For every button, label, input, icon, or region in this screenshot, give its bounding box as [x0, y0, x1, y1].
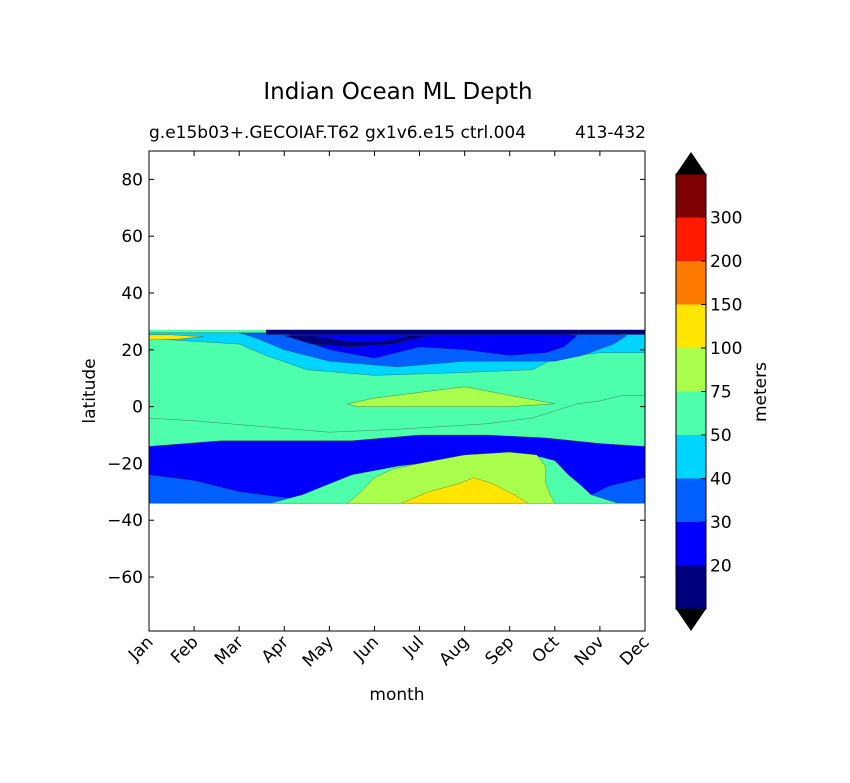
y-axis: 80 60 40 20 0 −20 −40 −60	[107, 170, 645, 588]
y-tick-label: −60	[107, 568, 143, 588]
chart-title: Indian Ocean ML Depth	[263, 79, 532, 105]
colorbar-swatch	[676, 435, 706, 479]
contour-region-depth-100-150-band	[149, 334, 204, 341]
contour-region-depth-10-20-band	[265, 329, 645, 335]
colorbar-tick-label: 100	[710, 339, 742, 359]
chart-subtitle-years: 413-432	[575, 123, 646, 143]
colorbar-tick-label: 40	[710, 470, 732, 490]
colorbar-tick-label: 30	[710, 513, 732, 533]
x-tick-label: May	[299, 632, 338, 671]
colorbar-under-arrow	[676, 609, 706, 631]
y-tick-label: 60	[121, 227, 143, 247]
contour-region-depth-10-20-band	[284, 335, 429, 348]
colorbar-tick-label: 300	[710, 209, 742, 229]
x-tick-label: Dec	[616, 632, 653, 669]
colorbar-swatch	[676, 261, 706, 305]
x-tick-label: Oct	[528, 632, 563, 667]
y-tick-label: 0	[132, 398, 143, 418]
colorbar-tick-label: 75	[710, 383, 732, 403]
contour-region-depth-100-150-band	[401, 477, 529, 504]
chart-subtitle-run: g.e15b03+.GECOIAF.T62 gx1v6.e15 ctrl.004	[149, 123, 526, 143]
colorbar-swatch	[676, 391, 706, 435]
colorbar-label: meters	[751, 362, 771, 422]
x-tick-label: Aug	[436, 632, 474, 670]
plot-frame	[148, 150, 646, 632]
colorbar-tick-label: 150	[710, 296, 742, 316]
x-axis-label: month	[369, 685, 424, 705]
colorbar: 20 30 40 50 75 100 150 200 300	[675, 152, 742, 631]
x-tick-label: Jul	[399, 632, 428, 661]
colorbar-tick-label: 20	[710, 557, 732, 577]
colorbar-swatch	[676, 217, 706, 261]
y-tick-label: 80	[121, 170, 143, 190]
x-tick-label: Mar	[211, 632, 248, 669]
x-tick-label: Jun	[349, 632, 383, 666]
x-tick-label: Sep	[481, 632, 518, 669]
contour-field	[149, 329, 645, 504]
colorbar-tick-label: 50	[710, 426, 732, 446]
y-tick-label: 40	[121, 284, 143, 304]
colorbar-swatch	[676, 565, 706, 609]
y-axis-label: latitude	[80, 358, 100, 423]
y-tick-label: 20	[121, 341, 143, 361]
colorbar-swatch	[676, 304, 706, 348]
colorbar-swatch	[676, 478, 706, 522]
colorbar-swatch	[676, 348, 706, 392]
colorbar-swatch	[676, 522, 706, 566]
x-tick-label: Feb	[167, 632, 202, 667]
y-tick-label: −20	[107, 454, 143, 474]
colorbar-swatch	[676, 174, 706, 218]
contour-region-depth-75-100-band	[346, 386, 555, 407]
colorbar-tick-label: 200	[710, 252, 742, 272]
x-tick-label: Jan	[124, 632, 157, 665]
colorbar-over-arrow	[676, 152, 706, 174]
y-tick-label: −40	[107, 511, 143, 531]
x-tick-label: Apr	[258, 632, 293, 667]
x-tick-label: Nov	[571, 632, 609, 670]
